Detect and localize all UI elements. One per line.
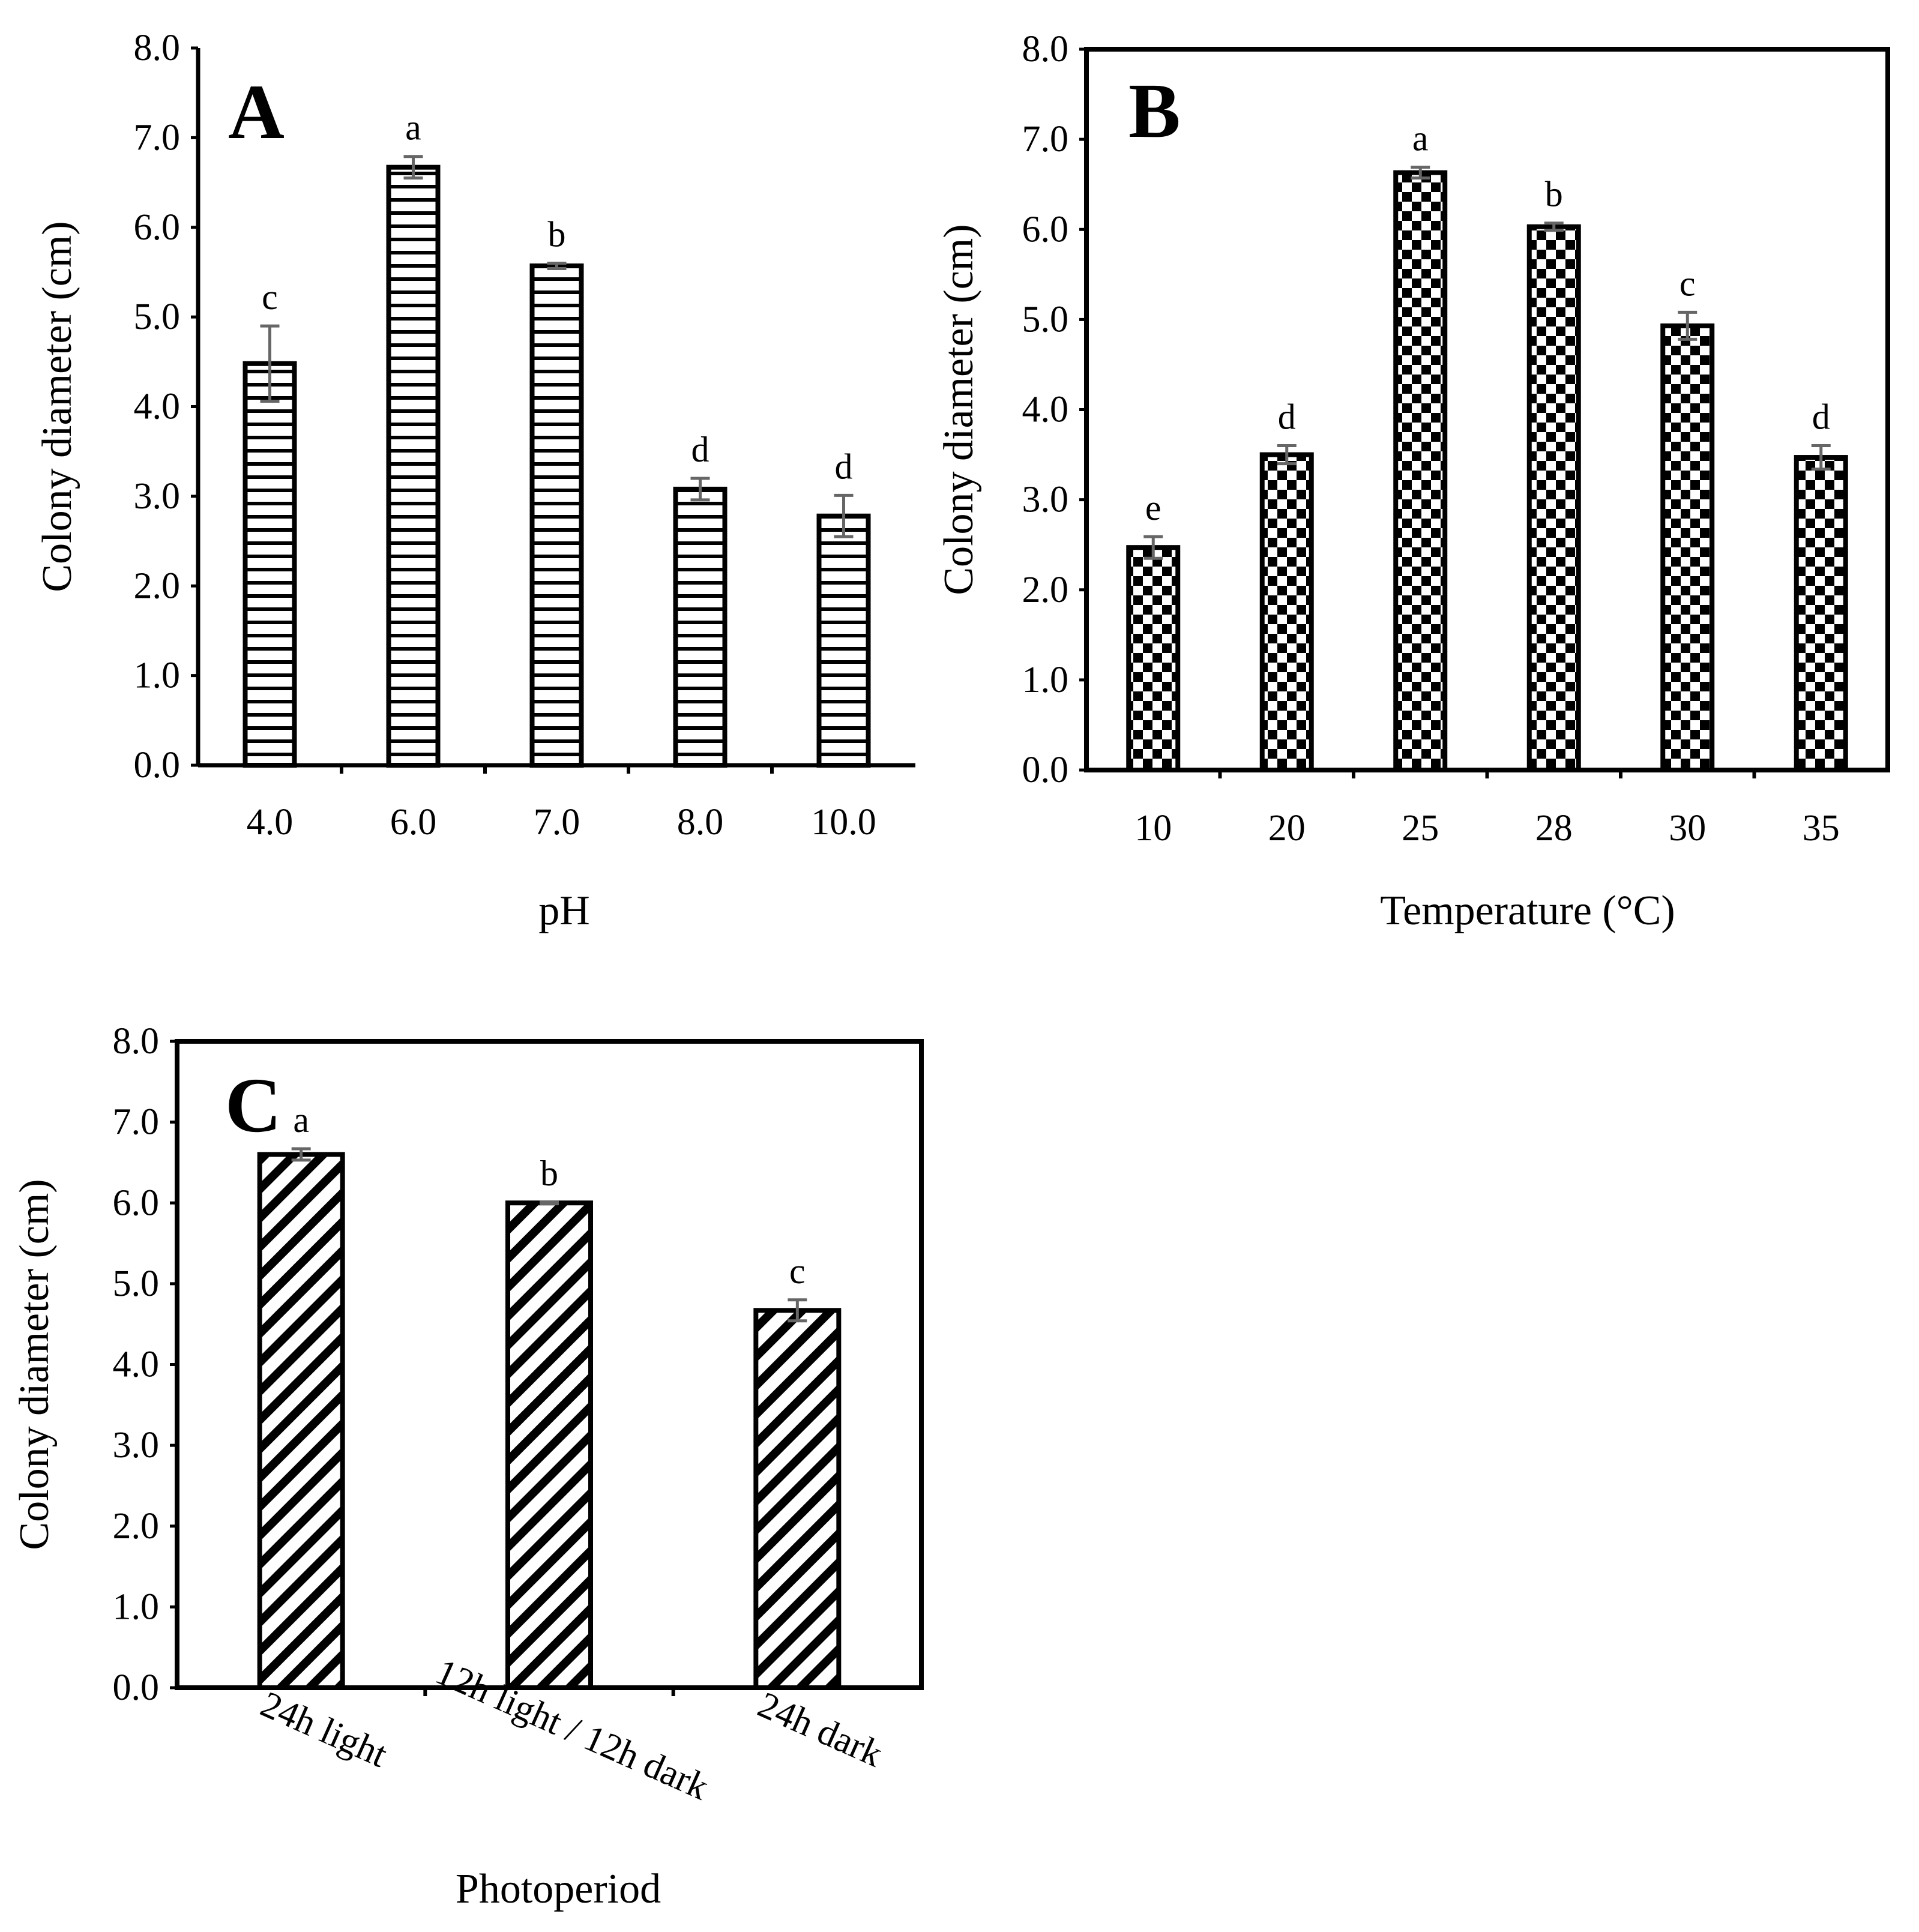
panel-letter: B — [1128, 68, 1181, 154]
y-tick-label: 4.0 — [1022, 390, 1069, 430]
y-tick-label: 5.0 — [134, 296, 181, 337]
error-bar — [1143, 535, 1163, 560]
x-tick-label: 7.0 — [534, 802, 580, 843]
significance-label: b — [548, 215, 566, 254]
y-tick-label: 4.0 — [113, 1344, 160, 1385]
chart-panel-b: 0.0 1.0 2.0 3.0 4.0 5.0 6.0 7.0 8.0 e 10 d 20 a 25 b 28 c… — [936, 29, 1890, 934]
y-tick-label: 0.0 — [134, 745, 181, 786]
y-tick-label: 2.0 — [1022, 570, 1069, 610]
error-bar — [690, 477, 710, 502]
y-tick-label: 3.0 — [1022, 480, 1069, 520]
bar-30 — [1660, 323, 1715, 772]
y-tick-label: 7.0 — [113, 1102, 160, 1143]
bar-25 — [1393, 170, 1448, 772]
y-axis-label: Colony diameter (cm) — [34, 221, 80, 592]
bar-7.0 — [529, 263, 584, 768]
error-bar — [291, 1147, 311, 1162]
significance-label: d — [1812, 397, 1830, 437]
error-bar — [1811, 444, 1831, 471]
bar-10.0 — [816, 513, 871, 768]
significance-label: b — [540, 1154, 558, 1193]
y-tick-label: 8.0 — [113, 1021, 160, 1062]
y-tick-label: 2.0 — [113, 1506, 160, 1547]
bar-12h light / 12h dark — [505, 1200, 593, 1690]
error-bar — [547, 262, 567, 270]
y-tick-label: 6.0 — [1022, 209, 1069, 250]
y-tick-label: 7.0 — [134, 117, 181, 158]
x-tick-label: 8.0 — [677, 802, 724, 843]
x-tick-label: 20 — [1268, 808, 1306, 849]
y-tick-label: 8.0 — [134, 28, 181, 68]
error-bar — [1277, 444, 1297, 466]
x-axis-label: Photoperiod — [456, 1866, 661, 1912]
bar-20 — [1259, 452, 1314, 772]
significance-label: a — [1412, 119, 1429, 158]
significance-label: c — [1680, 263, 1696, 303]
x-tick-label: 4.0 — [247, 802, 294, 843]
error-bar — [1678, 310, 1698, 341]
y-tick-label: 1.0 — [1022, 660, 1069, 700]
significance-label: d — [1278, 397, 1296, 437]
x-tick-label: 35 — [1803, 808, 1840, 849]
significance-label: b — [1545, 175, 1563, 214]
y-tick-label: 8.0 — [1022, 29, 1069, 70]
bar-10 — [1126, 545, 1181, 772]
significance-label: a — [293, 1100, 309, 1140]
y-tick-label: 6.0 — [113, 1182, 160, 1223]
x-tick-label: 28 — [1535, 808, 1573, 849]
x-tick-label: 24h light — [255, 1684, 393, 1775]
x-tick-label: 6.0 — [390, 802, 437, 843]
x-tick-label: 10 — [1134, 808, 1172, 849]
bar-24h dark — [753, 1308, 842, 1690]
error-bar — [1544, 221, 1564, 232]
x-axis-label: Temperature (°C) — [1380, 888, 1675, 934]
y-axis-label: Colony diameter (cm) — [11, 1179, 58, 1550]
significance-label: c — [262, 277, 278, 317]
error-bar — [788, 1298, 807, 1323]
plot-frame — [175, 1039, 924, 1690]
error-bar — [1411, 166, 1430, 180]
y-tick-label: 1.0 — [113, 1586, 160, 1627]
x-tick-label: 10.0 — [811, 802, 876, 843]
bar-6.0 — [386, 164, 441, 768]
y-tick-label: 0.0 — [1022, 750, 1069, 790]
error-bar — [540, 1200, 559, 1206]
x-axis-label: pH — [538, 888, 590, 934]
x-tick-label: 25 — [1402, 808, 1439, 849]
y-axis-label: Colony diameter (cm) — [936, 224, 982, 595]
error-bar — [260, 324, 280, 403]
y-tick-label: 5.0 — [1022, 299, 1069, 340]
y-tick-label: 5.0 — [113, 1263, 160, 1304]
x-tick-label: 24h dark — [752, 1684, 888, 1775]
chart-panel-a: 0.0 1.0 2.0 3.0 4.0 5.0 6.0 7.0 8.0 c 4.0 a 6.0 b 7.0 d… — [34, 28, 915, 934]
plot-frame — [1084, 47, 1890, 772]
bar-35 — [1794, 455, 1848, 772]
panel-letter: C — [225, 1062, 282, 1149]
bar-8.0 — [673, 486, 728, 768]
significance-label: e — [1145, 488, 1161, 528]
x-tick-label: 30 — [1669, 808, 1706, 849]
y-tick-label: 6.0 — [134, 207, 181, 248]
error-bar — [834, 493, 854, 538]
y-tick-label: 7.0 — [1022, 119, 1069, 160]
y-tick-label: 2.0 — [134, 565, 181, 606]
y-tick-label: 3.0 — [134, 476, 181, 517]
bar-24h light — [257, 1152, 345, 1690]
significance-label: d — [835, 447, 853, 486]
bar-28 — [1526, 224, 1581, 772]
y-tick-label: 1.0 — [134, 655, 181, 696]
significance-label: d — [691, 430, 709, 469]
significance-label: a — [405, 108, 421, 148]
bar-4.0 — [243, 361, 297, 768]
panel-letter: A — [228, 69, 285, 155]
error-bar — [403, 155, 423, 180]
y-tick-label: 0.0 — [113, 1667, 160, 1708]
y-tick-label: 3.0 — [113, 1425, 160, 1466]
y-tick-label: 4.0 — [134, 387, 181, 427]
significance-label: c — [789, 1251, 806, 1291]
